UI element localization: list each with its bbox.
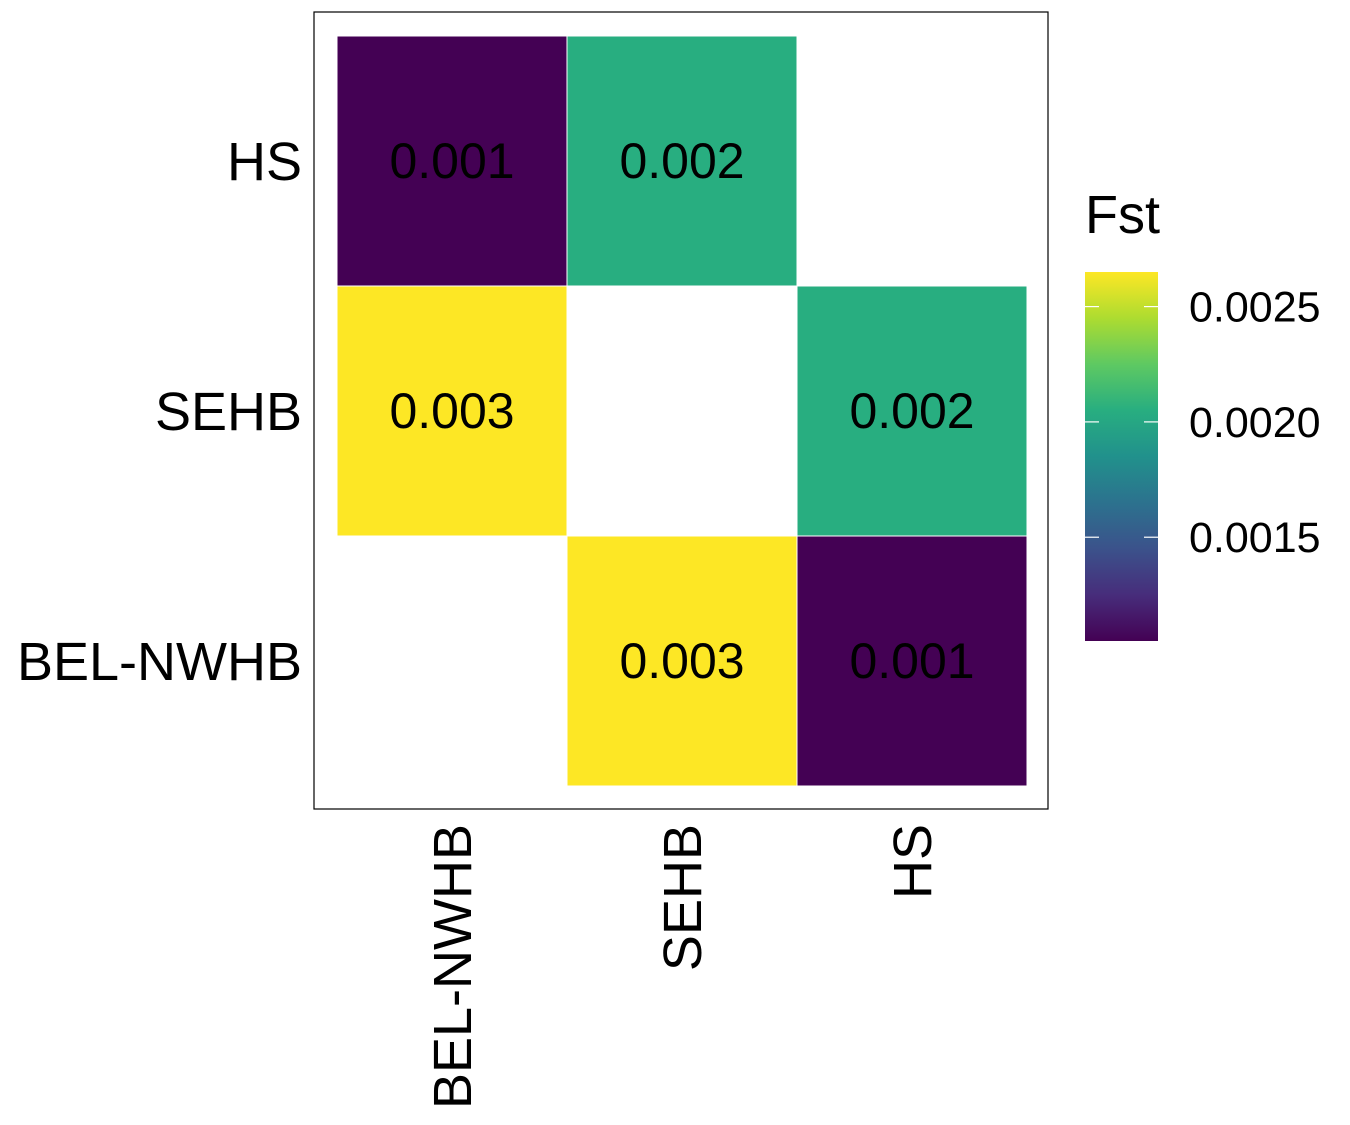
cell-label-bel-nwhb-sehb: 0.003 xyxy=(389,383,514,439)
y-tick-label-hs: HS xyxy=(227,132,302,192)
cell-sehb-hs xyxy=(566,35,798,287)
cell-sehb-bel-nwhb xyxy=(566,535,798,787)
cell-label-hs-bel-nwhb: 0.001 xyxy=(849,633,974,689)
x-axis: BEL-NWHB SEHB HS xyxy=(423,824,943,1109)
legend-tick-label: 0.0025 xyxy=(1189,284,1321,332)
cell-labels: 0.001 0.002 0.003 0.002 0.003 0.001 xyxy=(389,133,974,689)
y-tick-label-bel-nwhb: BEL-NWHB xyxy=(17,632,302,692)
legend-title: Fst xyxy=(1085,185,1160,245)
heatmap-cells xyxy=(336,35,1028,787)
y-axis: BEL-NWHB SEHB HS xyxy=(17,132,302,692)
x-tick-label-hs: HS xyxy=(883,824,943,899)
color-legend: Fst 0.0015 0.0020 0.0025 xyxy=(1085,185,1321,641)
cell-bel-nwhb-sehb xyxy=(336,285,568,537)
legend-tick-label: 0.0015 xyxy=(1189,514,1321,562)
cell-label-hs-sehb: 0.002 xyxy=(849,383,974,439)
y-tick-label-sehb: SEHB xyxy=(155,382,302,442)
x-tick-label-sehb: SEHB xyxy=(653,824,713,971)
legend-tick-label: 0.0020 xyxy=(1189,399,1321,447)
cell-bel-nwhb-hs xyxy=(336,35,568,287)
cell-label-bel-nwhb-hs: 0.001 xyxy=(389,133,514,189)
x-tick-label-bel-nwhb: BEL-NWHB xyxy=(423,824,483,1109)
legend-ticks: 0.0015 0.0020 0.0025 xyxy=(1085,284,1321,562)
legend-colorbar xyxy=(1085,272,1158,641)
cell-label-sehb-bel-nwhb: 0.003 xyxy=(619,633,744,689)
cell-label-sehb-hs: 0.002 xyxy=(619,133,744,189)
cell-hs-sehb xyxy=(796,285,1028,537)
cell-hs-bel-nwhb xyxy=(796,535,1028,787)
